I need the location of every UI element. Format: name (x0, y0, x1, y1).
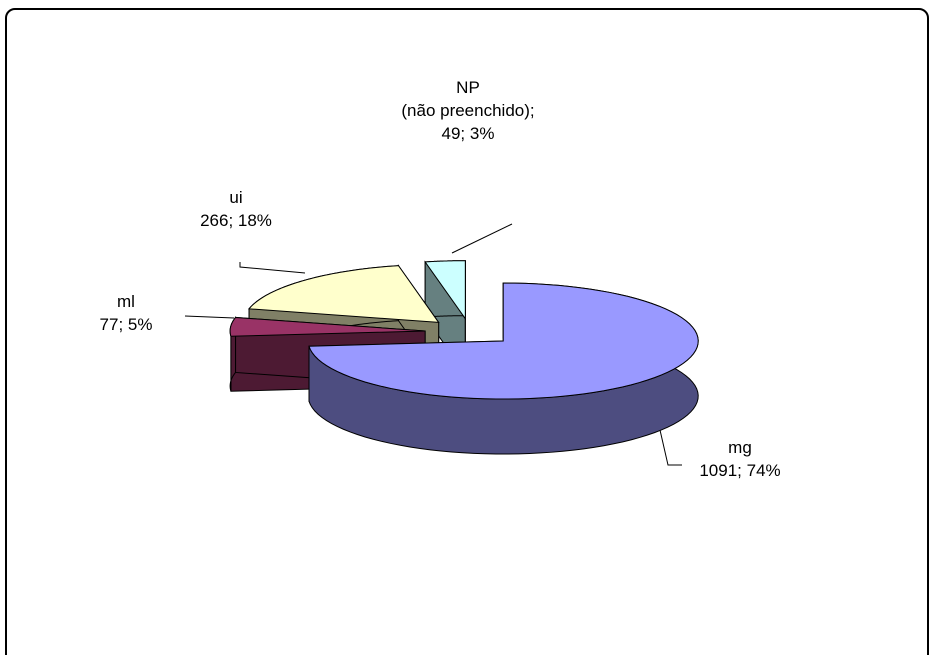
slice-top (248, 265, 440, 323)
chart-frame (5, 8, 929, 655)
leader-line (184, 315, 235, 319)
slice-top (308, 282, 699, 400)
leader-line (451, 223, 513, 254)
data-label: NP (não preenchido); 49; 3% (401, 76, 534, 145)
value-label: 77; 5% (99, 315, 153, 334)
category-label: ui (229, 188, 243, 207)
category-label: ml (117, 292, 135, 311)
leader-line (659, 429, 682, 466)
data-label: mg 1091; 74% (699, 436, 780, 482)
category-label: mg (728, 438, 752, 457)
slice (308, 282, 699, 455)
slice-top (229, 316, 426, 337)
data-label: ml 77; 5% (100, 290, 153, 336)
value-label: 1091; 74% (699, 461, 781, 480)
value-label: 49; 3% (441, 124, 495, 143)
category-label: NP (não preenchido); (401, 78, 535, 120)
data-label: ui 266; 18% (200, 186, 272, 232)
slice-top (424, 260, 466, 321)
leader-line (239, 262, 306, 274)
value-label: 266; 18% (200, 211, 272, 230)
